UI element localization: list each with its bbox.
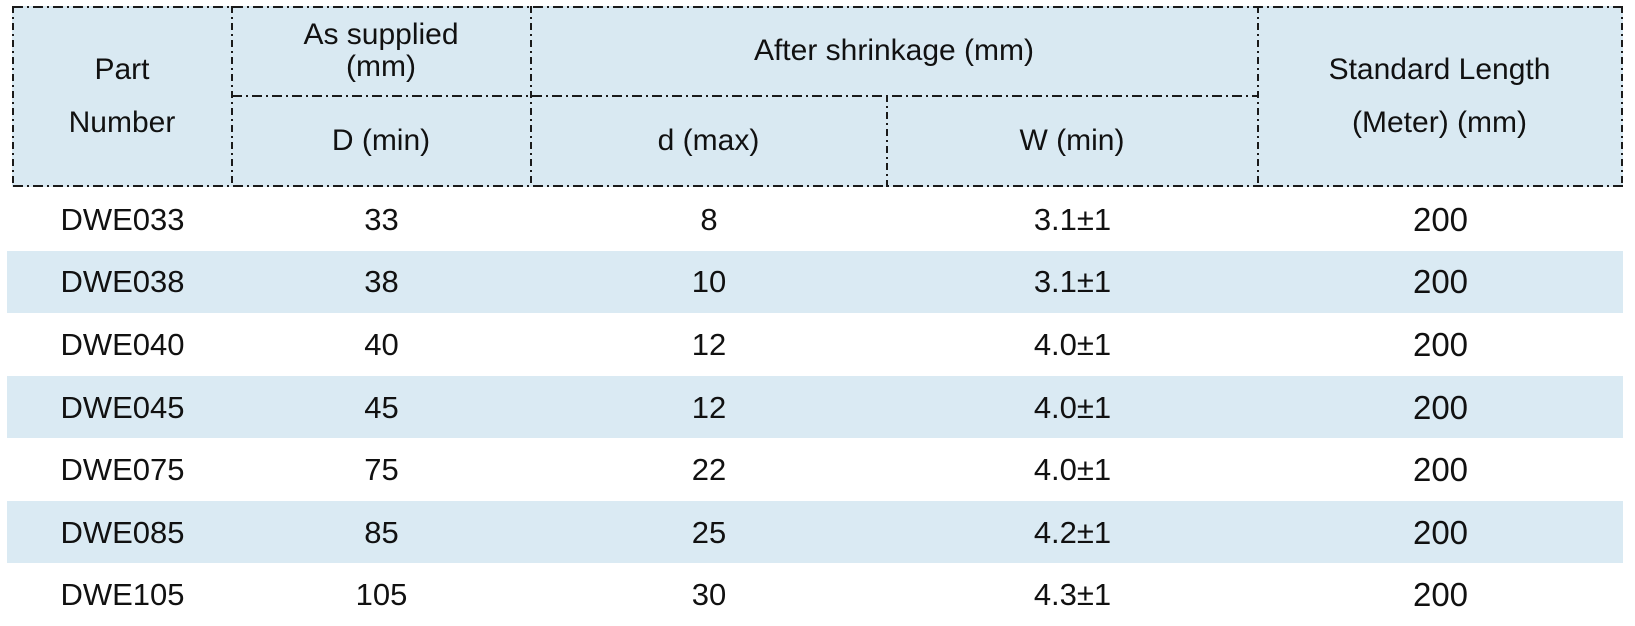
column-header-w-min: W (min) xyxy=(887,96,1257,185)
column-header-standard-length-line1: Standard Length xyxy=(1328,52,1551,86)
column-header-as-supplied-line2: (mm) xyxy=(346,50,416,83)
cell-w-min: 4.0±1 xyxy=(1033,326,1112,362)
header-border-top xyxy=(13,6,1623,8)
table-row: DWE105 105 30 4.3±1 200 xyxy=(0,563,1635,626)
cell-standard-length: 200 xyxy=(1412,513,1469,551)
column-header-d-min: D (min) xyxy=(232,96,530,185)
header-divider-supplied-shrinkage xyxy=(530,6,532,187)
column-header-d-max-label: d (max) xyxy=(657,123,760,157)
table-row: DWE045 45 12 4.0±1 200 xyxy=(0,375,1635,439)
table-row: DWE033 33 8 3.1±1 200 xyxy=(0,188,1635,251)
cell-w-min: 3.1±1 xyxy=(1033,201,1112,237)
column-header-part-number-line2: Number xyxy=(68,105,176,139)
cell-w-min: 4.2±1 xyxy=(1033,514,1112,550)
cell-standard-length: 200 xyxy=(1412,576,1469,614)
cell-d-max: 22 xyxy=(691,452,727,488)
cell-w-min: 3.1±1 xyxy=(1033,264,1112,300)
header-divider-part-supplied xyxy=(231,6,233,187)
table-row: DWE040 40 12 4.0±1 200 xyxy=(0,313,1635,376)
column-header-standard-length-line2: (Meter) (mm) xyxy=(1352,105,1527,139)
cell-d-min: 45 xyxy=(364,389,399,425)
cell-d-min: 38 xyxy=(364,264,399,300)
cell-d-max: 30 xyxy=(691,577,727,613)
cell-d-max: 12 xyxy=(691,326,727,362)
column-header-part-number: Part Number xyxy=(13,7,231,185)
cell-d-max: 25 xyxy=(691,514,727,550)
table-row: DWE075 75 22 4.0±1 200 xyxy=(0,438,1635,501)
cell-d-max: 10 xyxy=(691,264,727,300)
cell-w-min: 4.0±1 xyxy=(1033,389,1112,425)
table-row: DWE085 85 25 4.2±1 200 xyxy=(0,500,1635,564)
cell-w-min: 4.3±1 xyxy=(1033,577,1112,613)
header-divider-wmin-standard xyxy=(1257,6,1259,187)
cell-d-min: 40 xyxy=(364,326,399,362)
cell-part-number: DWE040 xyxy=(60,326,185,362)
cell-standard-length: 200 xyxy=(1412,451,1469,489)
column-header-as-supplied-line1: As supplied xyxy=(303,18,459,51)
cell-standard-length: 200 xyxy=(1412,388,1469,426)
cell-part-number: DWE045 xyxy=(60,389,185,425)
cell-d-min: 33 xyxy=(364,201,399,237)
cell-standard-length: 200 xyxy=(1412,325,1469,363)
column-header-part-number-line1: Part xyxy=(94,52,150,86)
cell-part-number: DWE033 xyxy=(60,201,185,237)
column-header-d-max: d (max) xyxy=(531,96,886,185)
column-header-as-supplied: As supplied (mm) xyxy=(232,7,530,95)
cell-d-min: 75 xyxy=(364,452,399,488)
cell-d-min: 85 xyxy=(364,514,399,550)
cell-part-number: DWE085 xyxy=(60,514,185,550)
header-border-subheader xyxy=(232,95,1258,97)
cell-w-min: 4.0±1 xyxy=(1033,452,1112,488)
cell-part-number: DWE075 xyxy=(60,452,185,488)
cell-standard-length: 200 xyxy=(1412,263,1469,301)
header-border-left xyxy=(12,6,14,187)
cell-d-min: 105 xyxy=(355,577,408,613)
column-header-w-min-label: W (min) xyxy=(1019,123,1125,157)
column-header-after-shrinkage-label: After shrinkage (mm) xyxy=(753,34,1035,67)
table-body: DWE033 33 8 3.1±1 200 DWE038 38 10 3.1±1… xyxy=(0,188,1635,626)
column-header-standard-length: Standard Length (Meter) (mm) xyxy=(1258,7,1621,185)
cell-part-number: DWE105 xyxy=(60,577,185,613)
header-divider-dmax-wmin xyxy=(886,95,888,187)
header-border-right xyxy=(1621,6,1623,187)
column-header-after-shrinkage: After shrinkage (mm) xyxy=(531,7,1257,95)
cell-d-max: 8 xyxy=(700,201,718,237)
cell-standard-length: 200 xyxy=(1412,200,1469,238)
table-row: DWE038 38 10 3.1±1 200 xyxy=(0,250,1635,314)
cell-part-number: DWE038 xyxy=(60,264,185,300)
header-border-bottom xyxy=(13,185,1623,187)
column-header-d-min-label: D (min) xyxy=(331,123,431,157)
cell-d-max: 12 xyxy=(691,389,727,425)
